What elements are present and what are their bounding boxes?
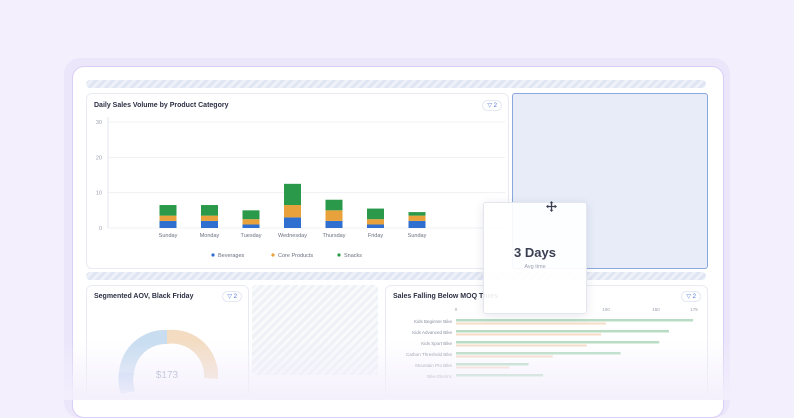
filter-icon: ▽ <box>686 294 691 300</box>
x-tick-label: 100 <box>602 307 610 312</box>
filter-count: 2 <box>692 294 696 300</box>
filter-badge[interactable]: ▽ 2 <box>482 100 502 111</box>
filter-badge[interactable]: ▽ 2 <box>681 291 701 302</box>
filter-icon: ▽ <box>227 294 232 300</box>
moq-bar-target <box>456 366 510 369</box>
bar-segment-snacks <box>159 205 177 216</box>
move-icon[interactable] <box>546 201 557 212</box>
row-label: Kids Sport Bike <box>421 341 452 346</box>
bar-segment-beverages <box>201 220 218 228</box>
bar-segment-core-products <box>159 215 177 221</box>
filter-badge[interactable]: ▽ 2 <box>222 291 242 302</box>
bar-segment-beverages <box>284 217 301 228</box>
y-tick-label: 20 <box>96 155 102 161</box>
donut-segment-blue <box>119 329 167 373</box>
bar-segment-beverages <box>408 220 426 228</box>
moq-bar-actual <box>456 374 544 377</box>
sales-volume-card[interactable]: Daily Sales Volume by Product Category ▽… <box>86 93 509 269</box>
bar-segment-core-products <box>325 210 343 221</box>
bar-segment-beverages <box>242 224 260 228</box>
moq-bar-target <box>456 333 602 336</box>
bar-segment-snacks <box>242 210 260 220</box>
bar-segment-snacks <box>201 205 218 216</box>
row-label: Kids Advanced Bike <box>412 330 452 335</box>
x-tick-label: Tuesday <box>241 233 262 239</box>
row-label: Mountain Pro Bike <box>415 363 452 368</box>
bar-segment-snacks <box>325 199 343 211</box>
legend-label: Snacks <box>344 253 362 259</box>
x-tick-label: Sunday <box>408 233 427 239</box>
row-drop-zone-top <box>86 80 706 88</box>
moq-bar-actual <box>456 341 660 344</box>
bar-segment-core-products <box>408 215 426 221</box>
x-tick-label: 150 <box>652 307 660 312</box>
row-label: Kids Beginner Bike <box>414 319 453 324</box>
moq-bar-actual <box>456 330 669 333</box>
bar-segment-snacks <box>408 212 426 216</box>
donut-center-value: $173 <box>156 370 179 381</box>
kpi-value: 3 Days <box>514 245 556 260</box>
x-tick-label: Wednesday <box>278 233 307 239</box>
legend-marker <box>211 253 215 257</box>
dragging-kpi-card[interactable]: 3 Days Avg time <box>483 202 587 314</box>
x-tick-label: 0 <box>455 307 458 312</box>
row-label: Bike Electric <box>427 374 453 379</box>
x-tick-label: Monday <box>200 233 220 239</box>
bar-segment-beverages <box>367 224 384 228</box>
legend-marker <box>337 253 341 257</box>
card-title: Segmented AOV, Black Friday <box>94 293 194 300</box>
x-tick-label: Thursday <box>323 233 346 239</box>
y-tick-label: 10 <box>96 191 102 197</box>
legend-marker <box>271 253 275 257</box>
moq-bar-actual <box>456 352 621 355</box>
filter-count: 2 <box>233 294 237 300</box>
bar-segment-beverages <box>325 220 343 228</box>
row-drop-zone-middle <box>86 272 706 280</box>
x-tick-label: 175 <box>690 307 698 312</box>
card-title: Daily Sales Volume by Product Category <box>94 102 229 109</box>
bar-segment-core-products <box>242 219 260 225</box>
bar-segment-core-products <box>367 219 384 225</box>
y-tick-label: 30 <box>96 120 102 126</box>
card-title: Sales Falling Below MOQ Thres <box>393 293 499 300</box>
legend-label: Beverages <box>218 253 245 259</box>
y-tick-label: 0 <box>99 226 102 232</box>
donut-chart: $173 <box>118 329 219 394</box>
aov-card[interactable]: Segmented AOV, Black Friday ▽ 2 $173 <box>86 285 249 397</box>
donut-segment-light <box>118 372 135 394</box>
bar-segment-beverages <box>159 220 177 228</box>
filter-icon: ▽ <box>487 103 492 109</box>
stacked-bar-chart: 30 20 10 0 Sunday Monday Tuesday Wednesday Thurs… <box>96 117 505 259</box>
moq-bar-actual <box>456 363 529 366</box>
bar-segment-snacks <box>367 208 384 220</box>
empty-slot[interactable] <box>252 285 378 375</box>
moq-bar-target <box>456 322 607 325</box>
bar-segment-snacks <box>284 183 301 206</box>
bar-segment-core-products <box>284 205 301 218</box>
moq-bar-target <box>456 355 553 358</box>
row-label: Carbon Threshold Bike <box>406 352 452 357</box>
moq-bar-actual <box>456 319 694 322</box>
moq-bar-target <box>456 344 587 347</box>
legend-label: Core Products <box>278 253 313 259</box>
filter-count: 2 <box>493 103 497 109</box>
x-tick-label: Friday <box>368 233 384 239</box>
bar-segment-core-products <box>201 215 218 221</box>
kpi-label: Avg time <box>524 264 546 270</box>
x-tick-label: Sunday <box>159 233 178 239</box>
